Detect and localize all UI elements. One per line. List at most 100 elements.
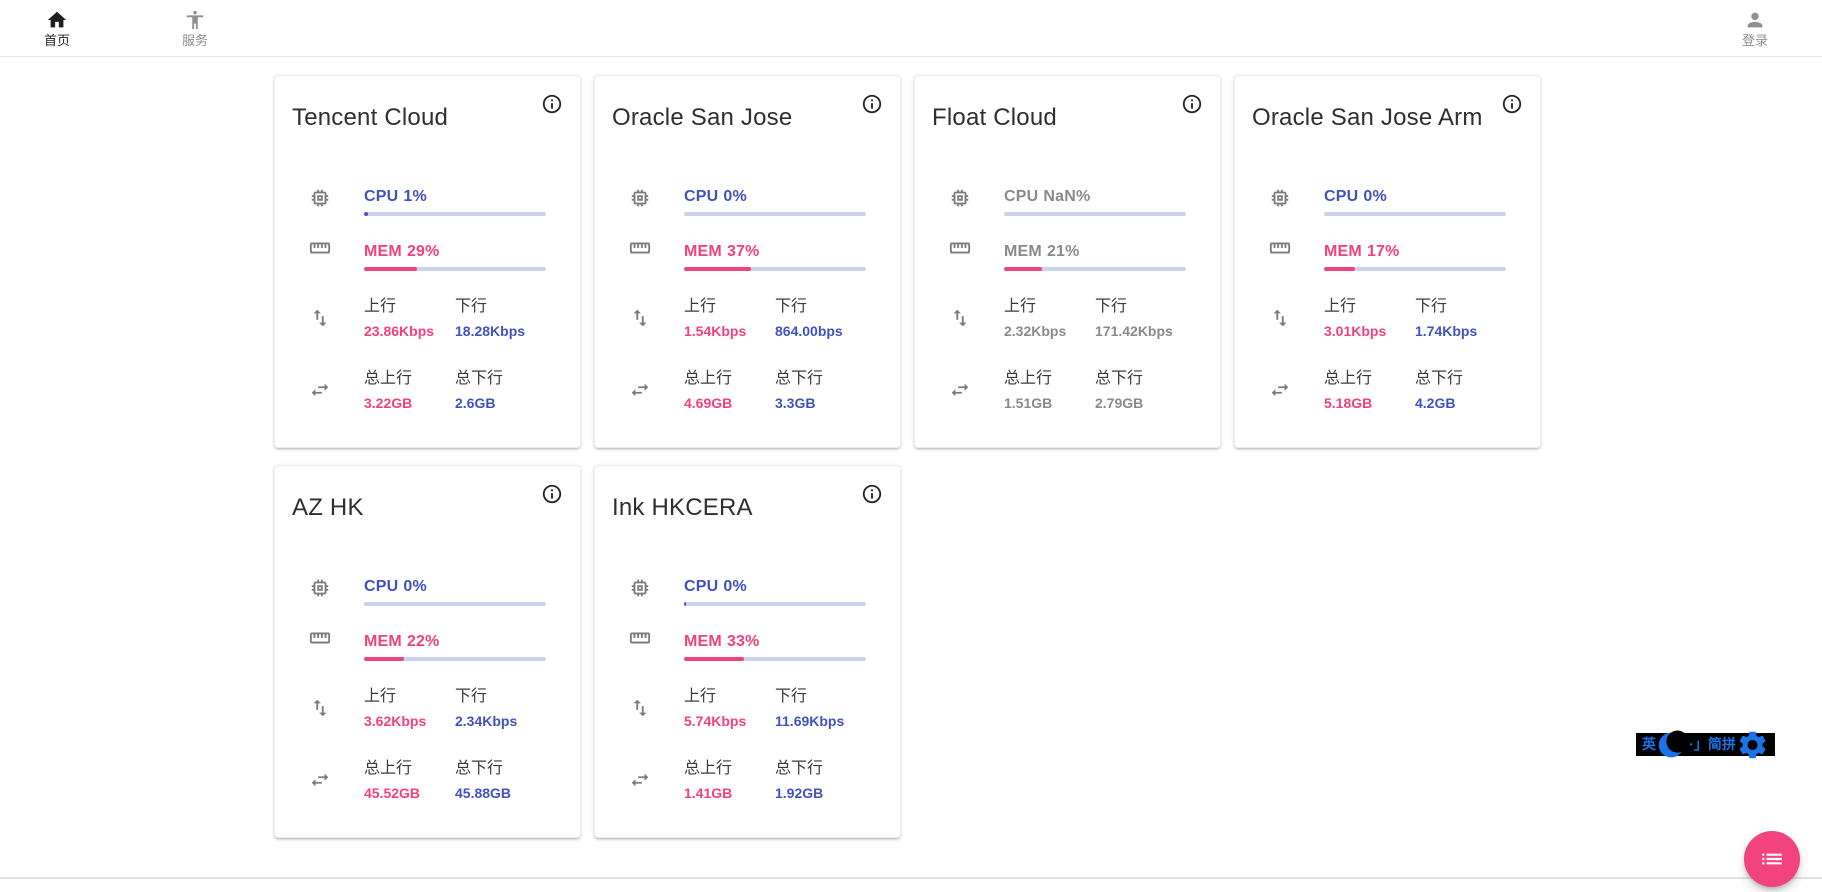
- cpu-metric: CPU 1%: [364, 187, 546, 216]
- cpu-chip-icon: [309, 577, 331, 599]
- footer-divider: [0, 877, 1822, 892]
- mem-progress-fill: [364, 657, 405, 661]
- nav-item-login[interactable]: 登录: [1719, 0, 1791, 57]
- cpu-progress-track: [1324, 212, 1506, 216]
- download-label: 下行: [1415, 298, 1448, 315]
- cpu-value: 0%: [723, 578, 747, 595]
- net-total-row: 总上行 3.22GB 总下行 2.6GB: [364, 369, 546, 412]
- info-icon[interactable]: [541, 93, 563, 115]
- moon-icon[interactable]: [1656, 670, 1689, 820]
- mem-progress-fill: [1324, 267, 1355, 271]
- info-icon[interactable]: [861, 93, 883, 115]
- total-download-value: 4.2GB: [1415, 395, 1456, 411]
- server-card-tencent-cloud: Tencent Cloud CPU 1% MEM 29% 上行 23.86Kbps 下…: [274, 75, 581, 448]
- cpu-label: CPU: [684, 188, 719, 205]
- gear-icon[interactable]: [1736, 670, 1769, 820]
- mem-value: 33%: [726, 633, 760, 650]
- mem-progress-track: [684, 657, 866, 661]
- net-speed-row: 上行 2.32Kbps 下行 171.42Kbps: [1004, 297, 1186, 340]
- swap-horiz-icon: [309, 379, 331, 401]
- total-download-label: 总下行: [455, 370, 504, 387]
- mem-value: 17%: [1366, 243, 1400, 260]
- server-name: Ink HKCERA: [612, 494, 753, 521]
- total-upload-value: 1.41GB: [684, 785, 733, 801]
- ruler-icon: [309, 627, 331, 649]
- swap-vert-icon: [629, 697, 651, 719]
- upload-label: 上行: [684, 688, 717, 705]
- server-name: AZ HK: [292, 494, 364, 521]
- mem-progress-track: [1004, 267, 1186, 271]
- cpu-label: CPU: [364, 188, 399, 205]
- nav-item-services[interactable]: 服务: [159, 0, 231, 57]
- swap-vert-icon: [309, 697, 331, 719]
- mem-value: 37%: [726, 243, 760, 260]
- mem-progress-track: [364, 657, 546, 661]
- mem-metric: MEM 37%: [684, 242, 866, 271]
- mem-metric: MEM 21%: [1004, 242, 1186, 271]
- swap-horiz-icon: [1269, 379, 1291, 401]
- top-app-bar: 首页 服务 登录: [0, 0, 1822, 57]
- download-label: 下行: [775, 298, 808, 315]
- net-speed-row: 上行 23.86Kbps 下行 18.28Kbps: [364, 297, 546, 340]
- server-name: Oracle San Jose Arm: [1252, 104, 1483, 131]
- download-value: 2.34Kbps: [455, 713, 518, 729]
- info-icon[interactable]: [541, 483, 563, 505]
- cpu-label: CPU: [1004, 188, 1039, 205]
- nav-item-home[interactable]: 首页: [21, 0, 93, 57]
- info-icon[interactable]: [1501, 93, 1523, 115]
- upload-label: 上行: [684, 298, 717, 315]
- info-icon[interactable]: [1181, 93, 1203, 115]
- total-download-value: 1.92GB: [775, 785, 824, 801]
- total-download-value: 2.79GB: [1095, 395, 1144, 411]
- nav-label-home: 首页: [43, 32, 70, 48]
- mem-value: 21%: [1046, 243, 1080, 260]
- ime-punctuation-toggle[interactable]: ·」: [1689, 736, 1708, 752]
- cpu-chip-icon: [1269, 187, 1291, 209]
- ime-language-toggle[interactable]: 英: [1642, 736, 1656, 752]
- net-total-row: 总上行 1.41GB 总下行 1.92GB: [684, 759, 866, 802]
- total-download-label: 总下行: [1095, 370, 1144, 387]
- cpu-chip-icon: [309, 187, 331, 209]
- home-icon: [46, 9, 68, 31]
- ime-pinyin-toggle[interactable]: 拼: [1721, 736, 1736, 752]
- cpu-progress-fill: [684, 602, 686, 606]
- cpu-value: 0%: [403, 578, 427, 595]
- cpu-progress-track: [364, 212, 546, 216]
- total-download-label: 总下行: [775, 760, 824, 777]
- cpu-progress-track: [684, 602, 866, 606]
- mem-value: 22%: [406, 633, 440, 650]
- total-upload-label: 总上行: [364, 760, 413, 777]
- download-label: 下行: [455, 298, 488, 315]
- mem-metric: MEM 22%: [364, 632, 546, 661]
- cpu-chip-icon: [629, 187, 651, 209]
- download-value: 1.74Kbps: [1415, 323, 1478, 339]
- total-download-value: 3.3GB: [775, 395, 816, 411]
- upload-label: 上行: [364, 298, 397, 315]
- cpu-progress-track: [684, 212, 866, 216]
- server-cards-grid: Tencent Cloud CPU 1% MEM 29% 上行 23.86Kbps 下…: [274, 75, 1541, 838]
- upload-value: 3.01Kbps: [1324, 323, 1387, 339]
- cpu-metric: CPU 0%: [364, 577, 546, 606]
- cpu-progress-track: [364, 602, 546, 606]
- list-icon: [1759, 846, 1785, 872]
- mem-progress-track: [684, 267, 866, 271]
- info-icon[interactable]: [861, 483, 883, 505]
- cpu-metric: CPU NaN%: [1004, 187, 1186, 216]
- cpu-label: CPU: [364, 578, 399, 595]
- mem-progress-fill: [684, 657, 745, 661]
- swap-horiz-icon: [949, 379, 971, 401]
- cpu-label: CPU: [1324, 188, 1359, 205]
- server-list-fab[interactable]: [1744, 831, 1800, 887]
- upload-value: 23.86Kbps: [364, 323, 435, 339]
- total-upload-label: 总上行: [684, 370, 733, 387]
- cpu-metric: CPU 0%: [1324, 187, 1506, 216]
- upload-value: 3.62Kbps: [364, 713, 427, 729]
- upload-label: 上行: [364, 688, 397, 705]
- ruler-icon: [949, 237, 971, 259]
- mem-label: MEM: [364, 633, 402, 650]
- ruler-icon: [1269, 237, 1291, 259]
- mem-progress-track: [364, 267, 546, 271]
- swap-vert-icon: [629, 307, 651, 329]
- cpu-value: 0%: [723, 188, 747, 205]
- ime-simplified-toggle[interactable]: 简: [1707, 736, 1722, 752]
